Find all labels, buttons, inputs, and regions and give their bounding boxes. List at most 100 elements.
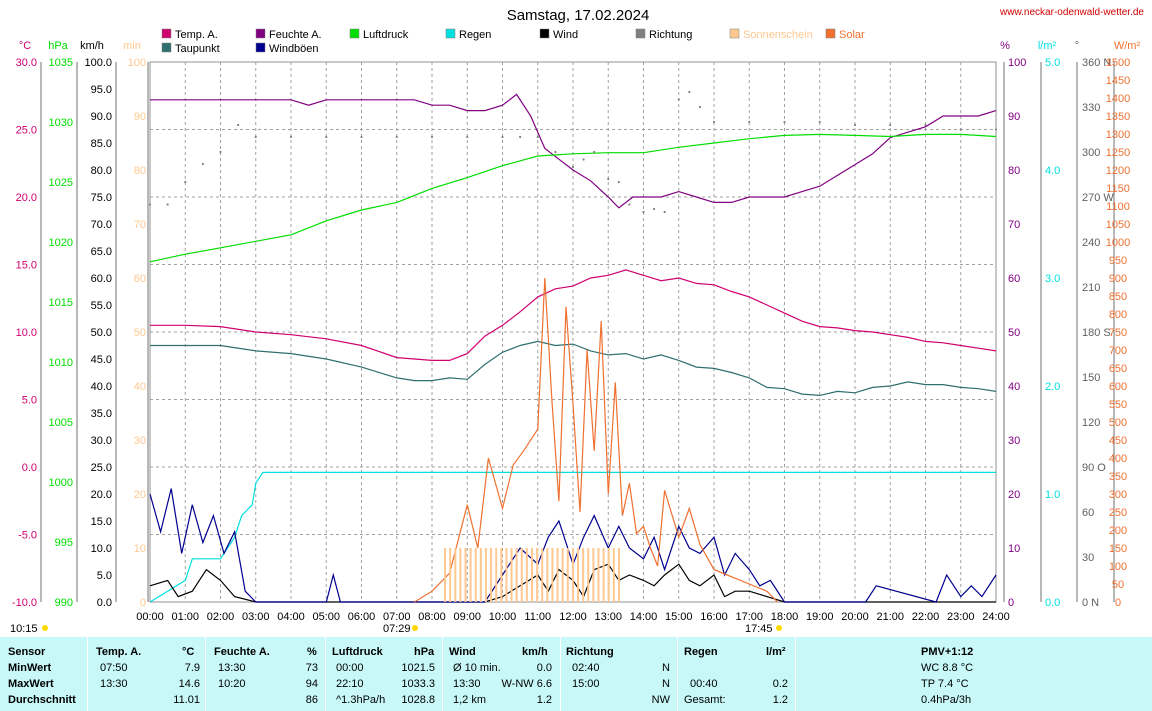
wind-header: Wind: [449, 646, 476, 658]
direction-point: [748, 120, 751, 124]
press-max-time: 22:10: [336, 678, 364, 690]
tick-label-wind: 55.0: [91, 300, 112, 312]
direction-point: [924, 123, 927, 127]
x-tick-label: 07:00: [383, 611, 411, 623]
tick-label-solar: 550: [1109, 399, 1127, 411]
dir-min-value: N: [662, 662, 670, 674]
direction-point: [536, 135, 539, 139]
tick-label-dir: 330: [1082, 102, 1100, 114]
tick-label-wind: 45.0: [91, 354, 112, 366]
tick-label-solar: 800: [1109, 309, 1127, 321]
row-label-sensor: Sensor: [8, 646, 46, 658]
tick-label-solar: 1350: [1106, 111, 1130, 123]
legend-swatch-dew: [161, 42, 172, 53]
hum-avg-value: 86: [305, 694, 318, 706]
legend-label-wind: Wind: [553, 29, 578, 41]
tick-label-pressure: 1035: [49, 57, 73, 69]
tick-label-wind: 65.0: [91, 246, 112, 258]
legend-swatch-solar: [825, 28, 836, 39]
x-tick-label: 05:00: [312, 611, 340, 623]
tick-label-wind: 0.0: [97, 597, 112, 609]
tick-label-solar: 1450: [1106, 75, 1130, 87]
hum-min-time: 13:30: [218, 662, 246, 674]
press-min-value: 1021.5: [401, 662, 435, 674]
tick-label-temp: -5.0: [18, 530, 37, 542]
axis-unit-pressure: hPa: [48, 40, 68, 52]
rain-header: Regen: [684, 646, 718, 658]
series-line-temp: [150, 269, 997, 361]
legend-swatch-gust: [255, 42, 266, 53]
direction-point: [289, 135, 293, 139]
tick-label-hum: 80: [1008, 165, 1020, 177]
direction-point: [617, 180, 620, 184]
wind-max-value: W-NW 6.6: [501, 678, 552, 690]
sunset-time: 17:45: [745, 623, 773, 635]
direction-point: [663, 210, 666, 214]
x-tick-label: 10:00: [489, 611, 517, 623]
legend-label-temp: Temp. A.: [175, 29, 218, 41]
rain-unit: l/m²: [766, 646, 786, 658]
x-tick-label: 01:00: [171, 611, 199, 623]
tick-label-temp: 5.0: [22, 395, 37, 407]
tick-label-pressure: 1000: [49, 477, 73, 489]
tick-label-sun: 50: [134, 327, 146, 339]
tick-label-dir: 180 S: [1082, 327, 1111, 339]
tick-label-solar: 350: [1109, 471, 1127, 483]
tick-label-hum: 30: [1008, 435, 1020, 447]
tick-label-dir: 30: [1082, 552, 1094, 564]
sun-duration: 10:15: [10, 623, 38, 635]
tick-label-hum: 10: [1008, 543, 1020, 555]
direction-point: [712, 120, 716, 124]
tick-label-sun: 30: [134, 435, 146, 447]
tick-label-wind: 5.0: [97, 570, 112, 582]
press-header: Luftdruck: [332, 646, 383, 658]
x-tick-label: 02:00: [207, 611, 235, 623]
tick-label-pressure: 1020: [49, 237, 73, 249]
wind-unit: km/h: [522, 646, 548, 658]
hum-unit: %: [307, 646, 317, 658]
temp-header: Temp. A.: [96, 646, 142, 658]
row-label-avg: Durchschnitt: [8, 694, 76, 706]
x-tick-label: 19:00: [806, 611, 834, 623]
direction-point: [959, 128, 962, 131]
press-unit: hPa: [414, 646, 435, 658]
tick-label-dir: 90 O: [1082, 462, 1106, 474]
tick-label-rain: 3.0: [1045, 273, 1060, 285]
tick-label-pressure: 1010: [49, 357, 73, 369]
tick-label-solar: 1400: [1106, 93, 1130, 105]
direction-point: [554, 150, 557, 154]
tick-label-wind: 10.0: [91, 543, 112, 555]
legend-swatch-wind: [539, 28, 550, 39]
tick-label-dir: 300: [1082, 147, 1100, 159]
legend: Temp. A. Taupunkt Feuchte A. Windböen Luftdr…: [161, 28, 865, 55]
tick-label-solar: 500: [1109, 417, 1127, 429]
x-tick-label: 21:00: [876, 611, 904, 623]
legend-swatch-sunshine: [729, 28, 740, 39]
direction-point: [201, 162, 204, 166]
temp-min-value: 7.9: [184, 662, 200, 674]
direction-point: [430, 135, 434, 139]
wind-run-value: 1.2: [536, 694, 552, 706]
website-link[interactable]: www.neckar-odenwald-wetter.de: [999, 7, 1144, 18]
dir-max-time: 15:00: [572, 678, 600, 690]
x-tick-label: 23:00: [947, 611, 975, 623]
legend-label-solar: Solar: [839, 29, 865, 41]
tick-label-temp: 0.0: [22, 462, 37, 474]
tick-label-temp: 25.0: [16, 125, 37, 137]
statistics-table: Sensor MinWert MaxWert Durchschnitt Temp…: [0, 637, 1152, 711]
x-tick-label: 00:00: [136, 611, 164, 623]
series-line-pressure: [149, 133, 997, 263]
tick-label-dir: 120: [1082, 417, 1100, 429]
tick-label-solar: 0: [1115, 597, 1121, 609]
tick-label-hum: 100: [1008, 57, 1026, 69]
temp-min-time: 07:50: [100, 662, 128, 674]
tick-label-solar: 1000: [1106, 237, 1130, 249]
x-tick-label: 03:00: [242, 611, 270, 623]
rain-total-label: Gesamt:: [684, 694, 726, 706]
tick-label-solar: 950: [1109, 255, 1127, 267]
tick-label-solar: 1500: [1106, 57, 1130, 69]
dir-avg-value: NW: [651, 694, 670, 706]
tick-label-wind: 85.0: [91, 138, 112, 150]
tick-label-solar: 250: [1109, 507, 1127, 519]
tick-label-sun: 100: [128, 57, 146, 69]
